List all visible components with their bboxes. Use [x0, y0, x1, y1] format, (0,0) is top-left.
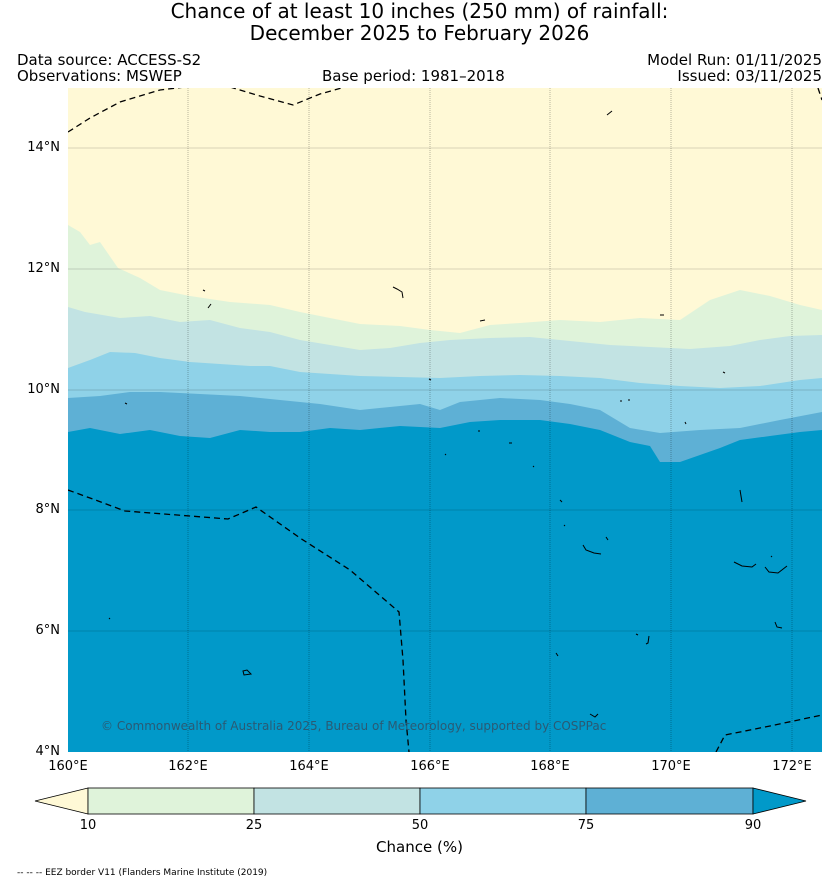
colorbar-tick-75: 75 [577, 818, 595, 833]
lat-label-10n: 10°N [27, 382, 60, 397]
model-run-text: Model Run: 01/11/2025 [647, 51, 822, 69]
colorbar-25-50 [253, 787, 421, 815]
lon-label-170e: 170°E [651, 759, 691, 774]
colorbar-title: Chance (%) [376, 838, 463, 856]
latitude-gridlines [68, 147, 822, 632]
lat-label-8n: 8°N [35, 502, 61, 517]
lat-label-12n: 12°N [27, 261, 60, 276]
lon-label-162e: 162°E [168, 759, 208, 774]
lon-label-168e: 168°E [530, 759, 570, 774]
lat-label-14n: 14°N [27, 140, 60, 155]
colorbar-above-90 [752, 787, 807, 815]
map-title-line-2: December 2025 to February 2026 [249, 21, 590, 45]
zone-above-90 [68, 420, 822, 752]
copyright-text: © Commonwealth of Australia 2025, Bureau… [101, 719, 607, 733]
lon-label-172e: 172°E [772, 759, 812, 774]
map-title-line-1: Chance of at least 10 inches (250 mm) of… [170, 0, 669, 23]
base-period-text: Base period: 1981–2018 [322, 67, 505, 85]
colorbar-below-10 [34, 787, 89, 815]
colorbar-75-90 [585, 787, 754, 815]
eez-footnote: -- -- -- EEZ border V11 (Flanders Marine… [17, 868, 268, 878]
lon-label-166e: 166°E [410, 759, 450, 774]
islands [108, 110, 788, 718]
colorbar-tick-50: 50 [411, 818, 429, 833]
colorbar-10-25 [87, 787, 255, 815]
colorbar-50-75 [419, 787, 587, 815]
colorbar [34, 787, 807, 815]
lon-label-160e: 160°E [48, 759, 88, 774]
issued-text: Issued: 03/11/2025 [677, 67, 822, 85]
observations-text: Observations: MSWEP [17, 67, 182, 85]
lat-label-4n: 4°N [35, 744, 61, 759]
colorbar-tick-90: 90 [744, 818, 762, 833]
data-source-text: Data source: ACCESS-S2 [17, 51, 202, 69]
eez-borders [68, 88, 822, 752]
colorbar-tick-25: 25 [245, 818, 263, 833]
lat-label-6n: 6°N [35, 623, 61, 638]
lon-label-164e: 164°E [289, 759, 329, 774]
colorbar-tick-10: 10 [79, 818, 97, 833]
graticule [187, 88, 793, 752]
